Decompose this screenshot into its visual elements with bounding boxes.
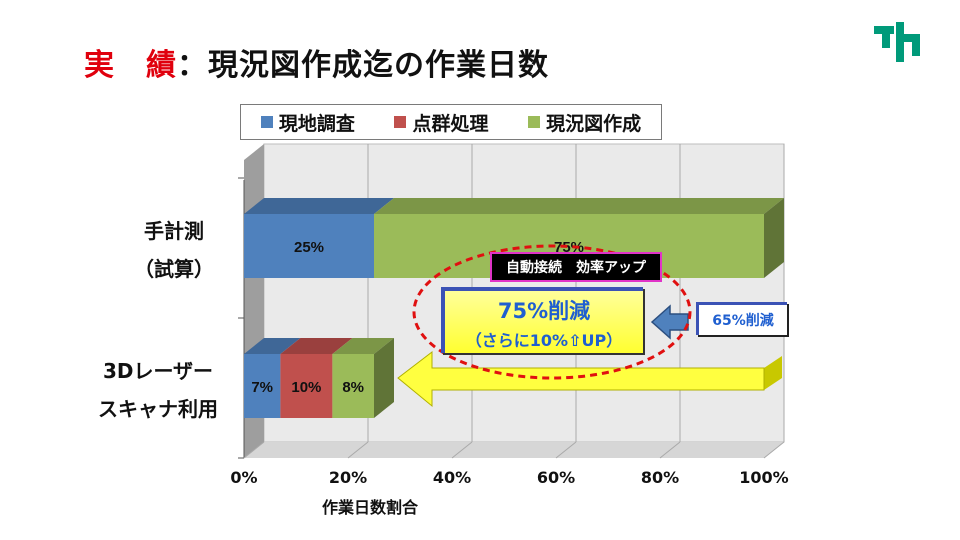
bar-segment xyxy=(244,214,374,278)
bar-top-face xyxy=(280,338,353,354)
chart-bars: 25% 75% 7% 10% 8% xyxy=(244,198,784,418)
gridline-floor xyxy=(659,441,681,459)
legend-item-drawing: 現況図作成 xyxy=(528,109,641,136)
title-accent: 実 績 xyxy=(84,48,177,83)
chart-legend: 現地調査 点群処理 現況図作成 xyxy=(240,104,662,140)
callout-reduction: 75%削減 （さらに10%⇧UP） xyxy=(441,287,643,353)
callout-previous-reduction: 65%削減 xyxy=(696,302,787,335)
legend-swatch-survey xyxy=(260,116,273,128)
category-label-laser-line1: 3Dレーザー xyxy=(102,359,214,383)
x-tick-label: 40% xyxy=(432,468,472,487)
gridline-floor xyxy=(347,441,369,459)
legend-label-survey: 現地調査 xyxy=(278,112,355,135)
legend-swatch-pointcloud xyxy=(394,116,407,128)
blue-arrow-icon xyxy=(650,304,689,340)
bar-top-face xyxy=(374,198,784,214)
gridline-floor xyxy=(763,441,785,459)
chart-overlay xyxy=(397,244,782,408)
title-text: ：現況図作成迄の作業日数 xyxy=(177,48,549,83)
bar-top-face xyxy=(244,198,394,214)
category-label-manual-line1: 手計測 xyxy=(144,219,204,243)
data-label: 75% xyxy=(554,239,584,256)
gridline-floor xyxy=(451,441,473,459)
category-label-laser: 3Dレーザー スキャナ利用 xyxy=(92,352,224,428)
x-tick-label: 100% xyxy=(739,468,789,487)
callout-efficiency-label: 自動接続 効率アップ xyxy=(490,252,662,282)
bar-top-face xyxy=(332,338,394,354)
company-logo xyxy=(874,22,920,62)
callout-reduction-note: （さらに10%⇧UP） xyxy=(465,331,623,350)
gridline-floor xyxy=(243,441,265,459)
data-label: 25% xyxy=(294,239,324,256)
page-title: 実 績：現況図作成迄の作業日数 xyxy=(84,40,549,84)
bar-segment xyxy=(244,354,281,418)
bar-top-face xyxy=(244,338,301,354)
data-label: 10% xyxy=(291,379,321,396)
data-label: 8% xyxy=(342,379,364,396)
legend-item-pointcloud: 点群処理 xyxy=(394,109,488,136)
x-tick-label: 80% xyxy=(640,468,680,487)
chart-floor xyxy=(244,442,784,458)
big-arrow xyxy=(397,350,765,408)
category-label-manual-line2: （試算） xyxy=(134,257,214,281)
gridline-floor xyxy=(555,441,577,459)
x-tick-label: 20% xyxy=(328,468,368,487)
category-label-manual: 手計測 （試算） xyxy=(118,212,230,288)
x-tick-label: 60% xyxy=(536,468,576,487)
x-tick-label: 0% xyxy=(230,468,258,487)
bar-side-face xyxy=(764,198,784,278)
bar-side-face xyxy=(374,338,394,418)
legend-label-pointcloud: 点群処理 xyxy=(412,112,489,135)
callout-reduction-value: 75%削減 xyxy=(497,299,591,323)
x-axis-label: 作業日数割合 xyxy=(321,498,418,517)
bar-segment xyxy=(280,354,333,418)
bar-segment xyxy=(332,354,374,418)
legend-label-drawing: 現況図作成 xyxy=(546,112,642,135)
highlight-ellipse xyxy=(412,244,692,380)
data-label: 7% xyxy=(251,379,273,396)
legend-swatch-drawing xyxy=(528,116,541,128)
category-label-laser-line2: スキャナ利用 xyxy=(98,397,218,421)
legend-item-survey: 現地調査 xyxy=(260,109,355,136)
